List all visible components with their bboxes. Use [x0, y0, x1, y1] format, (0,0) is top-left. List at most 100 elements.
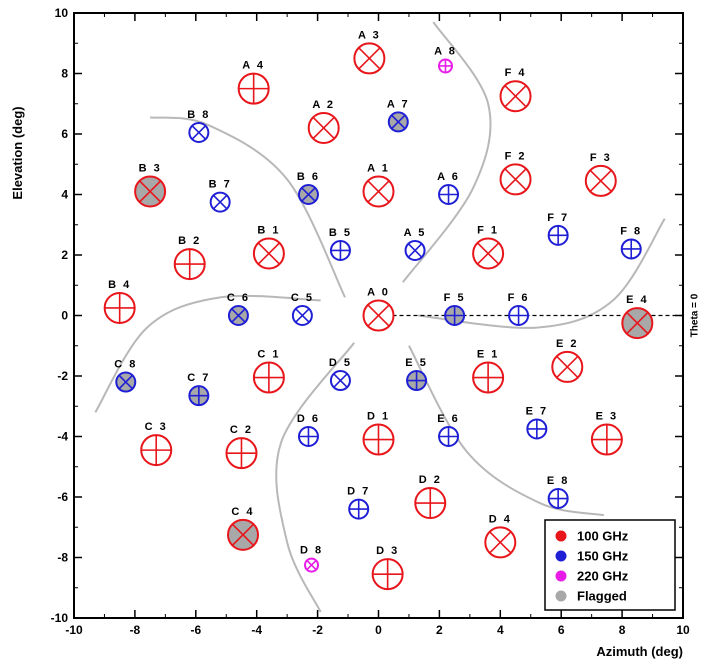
- detector-label: E 7: [526, 405, 549, 417]
- arc-1: [402, 21, 492, 283]
- detector-mark: [257, 242, 281, 265]
- detector-e8: E 8: [547, 475, 570, 510]
- detector-a5: A 5: [404, 227, 426, 261]
- detector-a8: A 8: [434, 45, 455, 74]
- detector-label: C 8: [114, 359, 137, 371]
- detector-f3: F 3: [584, 152, 617, 197]
- detector-mark: [306, 559, 317, 571]
- detector-label: A 6: [437, 171, 460, 183]
- legend-label: 150 GHz: [577, 549, 629, 564]
- detector-label: A 4: [242, 60, 265, 72]
- detector-e6: E 6: [437, 413, 460, 447]
- detector-mark: [556, 355, 579, 379]
- detector-label: D 2: [419, 474, 442, 486]
- detector-label: A 0: [367, 287, 390, 299]
- legend-box: [544, 519, 676, 611]
- detector-label: A 2: [312, 99, 335, 111]
- detector-mark: [231, 308, 246, 323]
- detector-mark: [191, 125, 207, 140]
- detector-label: D 6: [297, 413, 320, 425]
- detector-label: E 8: [547, 475, 570, 487]
- arc-5: [408, 345, 605, 517]
- legend-marker: [555, 570, 567, 582]
- x-tick-label: -10: [65, 623, 83, 637]
- detector-label: B 7: [209, 179, 232, 191]
- detector-label: D 3: [376, 545, 399, 557]
- detector-label: F 7: [547, 212, 569, 224]
- detector-mark: [407, 243, 423, 258]
- detector-c5: C 5: [291, 292, 314, 326]
- detector-label: E 4: [626, 294, 649, 306]
- detector-f6: F 6: [508, 292, 530, 326]
- detector-a2: A 2: [307, 99, 340, 144]
- detector-label: B 1: [257, 224, 280, 236]
- detector-b5: B 5: [329, 227, 351, 261]
- detector-f5: F 5: [444, 292, 466, 326]
- theta-zero-label: Theta = 0: [690, 293, 701, 337]
- detector-mark: [504, 168, 527, 191]
- detector-a3: A 3: [353, 29, 386, 75]
- detector-c4: C 4: [226, 506, 259, 551]
- y-axis-title: Elevation (deg): [10, 106, 25, 199]
- x-tick-label: 10: [676, 623, 690, 637]
- detector-a1: A 1: [362, 162, 395, 208]
- detector-label: C 5: [291, 292, 314, 304]
- detector-label: E 5: [405, 357, 428, 369]
- detector-mark: [489, 531, 512, 554]
- detector-b1: B 1: [252, 224, 285, 270]
- detector-c2: C 2: [225, 424, 258, 470]
- detector-label: E 2: [556, 338, 579, 350]
- detector-d5: D 5: [329, 357, 352, 392]
- detector-label: A 7: [387, 98, 410, 110]
- detector-mark: [138, 180, 162, 203]
- arc-2: [149, 116, 346, 298]
- detector-mark: [295, 308, 310, 323]
- detector-c7: C 7: [187, 372, 210, 407]
- detector-mark: [626, 311, 649, 335]
- detector-label: C 6: [227, 292, 250, 304]
- detector-d2: D 2: [414, 474, 447, 520]
- detector-label: D 7: [347, 486, 370, 498]
- points-layer: A 0 A 1 A 2 A 3 A 4 A 5 A 6 A 7 A 8 B 1 B 2 B 3 B 4 B…: [103, 29, 654, 591]
- x-tick-label: -8: [130, 623, 141, 637]
- detector-b3: B 3: [134, 162, 167, 208]
- detector-a0: A 0: [362, 287, 395, 332]
- detector-mark: [358, 47, 381, 70]
- arc-6: [417, 218, 666, 329]
- detector-e3: E 3: [590, 411, 623, 456]
- detector-label: A 1: [367, 162, 390, 174]
- detector-a4: A 4: [237, 60, 270, 105]
- detector-mark: [476, 242, 500, 265]
- detector-label: E 3: [596, 411, 619, 423]
- detector-mark: [589, 169, 612, 193]
- detector-mark: [367, 304, 390, 327]
- y-tick-label: 0: [61, 309, 68, 323]
- detector-e2: E 2: [551, 338, 584, 383]
- detector-b7: B 7: [209, 179, 232, 213]
- legend: 100 GHz 150 GHz 220 GHz Flagged: [544, 519, 676, 611]
- detector-label: B 4: [108, 279, 131, 291]
- x-tick-label: 2: [436, 623, 443, 637]
- detector-label: D 4: [489, 513, 512, 525]
- legend-label: 220 GHz: [577, 569, 629, 584]
- y-tick-label: -10: [51, 611, 69, 625]
- x-tick-label: 6: [558, 623, 565, 637]
- detector-e1: E 1: [472, 349, 505, 394]
- y-tick-label: 4: [61, 188, 68, 202]
- detector-e7: E 7: [526, 405, 549, 440]
- detector-label: C 1: [257, 349, 280, 361]
- detector-label: C 4: [231, 506, 254, 518]
- detector-mark: [367, 180, 390, 203]
- detector-label: D 5: [329, 357, 352, 369]
- detector-label: B 8: [187, 109, 210, 121]
- arcs-layer: [94, 21, 666, 613]
- detector-mark: [312, 116, 335, 140]
- detector-f8: F 8: [620, 225, 642, 260]
- detector-mark: [504, 85, 527, 108]
- y-tick-label: 2: [61, 248, 68, 262]
- detector-e5: E 5: [405, 357, 428, 392]
- detector-label: A 3: [358, 29, 381, 41]
- y-tick-label: 6: [61, 127, 68, 141]
- detector-d7: D 7: [347, 486, 370, 520]
- detector-d1: D 1: [362, 411, 395, 456]
